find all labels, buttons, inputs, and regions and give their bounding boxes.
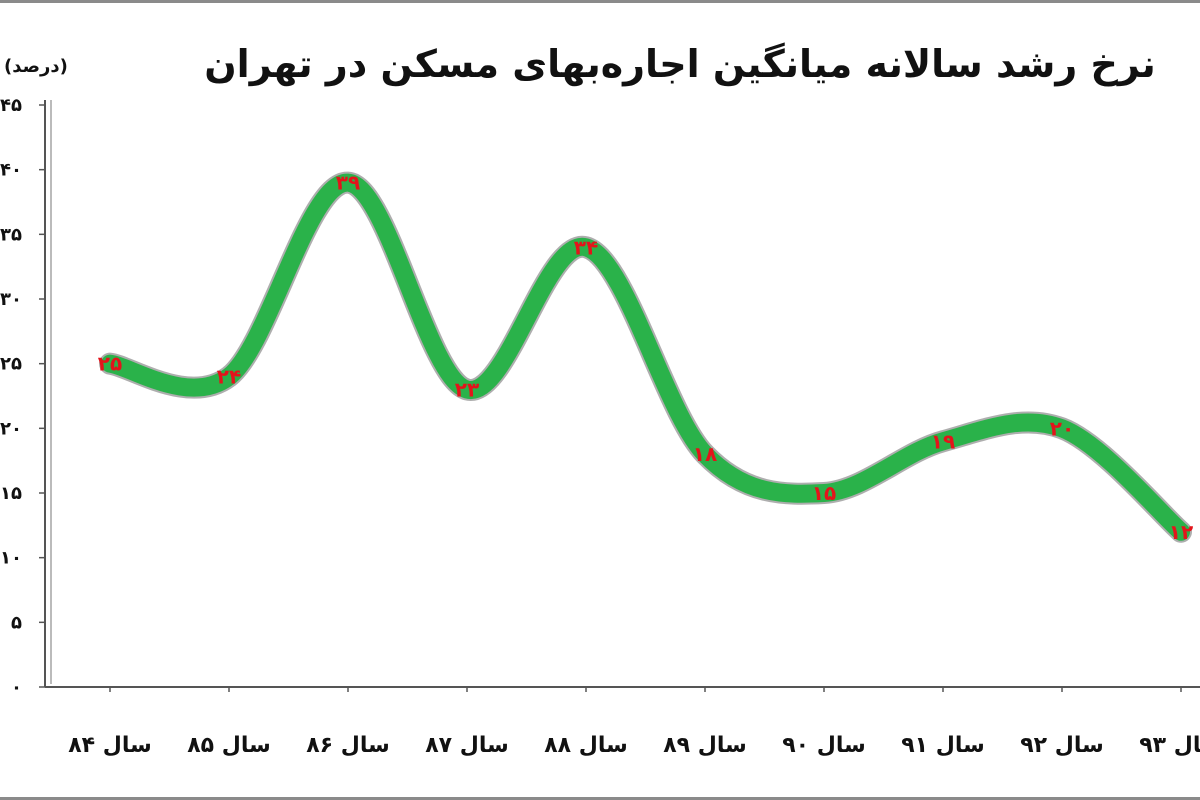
x-tick-label: سال ۹۰ [782,733,866,758]
data-label: ۳۹ [336,171,360,195]
data-label: ۱۲ [1169,520,1193,544]
y-tick-label: ۱۰ [0,548,22,569]
x-tick-label: سال ۸۵ [187,733,271,758]
y-tick-label: ۱۵ [0,483,22,504]
y-tick-label: ۴۵ [0,95,22,116]
x-tick-label: سال ۸۹ [663,733,747,758]
data-label: ۲۴ [217,365,241,389]
x-tick-label: سال ۸۴ [68,733,152,758]
series-line-group [99,171,1192,543]
series-line [101,173,1190,541]
y-tick-label: ۳۵ [0,224,22,245]
x-tick-label: سال ۸۷ [425,733,509,758]
x-tick-label: سال ۹۱ [901,733,985,758]
y-tick-label: ۲۰ [0,418,22,439]
y-tick-label: ۲۵ [0,354,22,375]
chart-title: نرخ رشد سالانه میانگین اجاره‌بهای مسکن د… [204,42,1156,86]
data-label: ۱۹ [931,429,955,453]
data-label-group: ۲۵ ۲۴ ۳۹ ۲۳ ۳۴ ۱۸ ۱۵ ۱۹ ۲۰ ۱۲ [98,171,1193,544]
data-label: ۲۵ [98,352,122,376]
x-tick-label: سال ۸۸ [544,733,628,758]
y-axis-unit-label: (درصد) [4,56,68,77]
x-tick-label: سال ۹۲ [1020,733,1104,758]
x-tick-label: سال ۹۳ [1139,733,1200,758]
data-label: ۱۵ [812,481,836,505]
y-tick-label: ۳۰ [0,289,22,310]
data-label: ۱۸ [693,442,717,466]
y-tick-label: ۵ [11,612,22,633]
axes: ۰ ۵ ۱۰ ۱۵ ۲۰ ۲۵ ۳۰ ۳۵ ۴۰ ۴۵ سال ۸۴ سال ۸۵ سال ۸۶ سال … [0,95,1200,758]
x-tick-label: سال ۸۶ [306,733,390,758]
y-tick-label: ۴۰ [0,160,22,181]
y-tick-label: ۰ [11,677,22,698]
data-label: ۲۳ [455,378,479,402]
data-label: ۳۴ [574,235,598,259]
data-label: ۲۰ [1050,416,1074,440]
